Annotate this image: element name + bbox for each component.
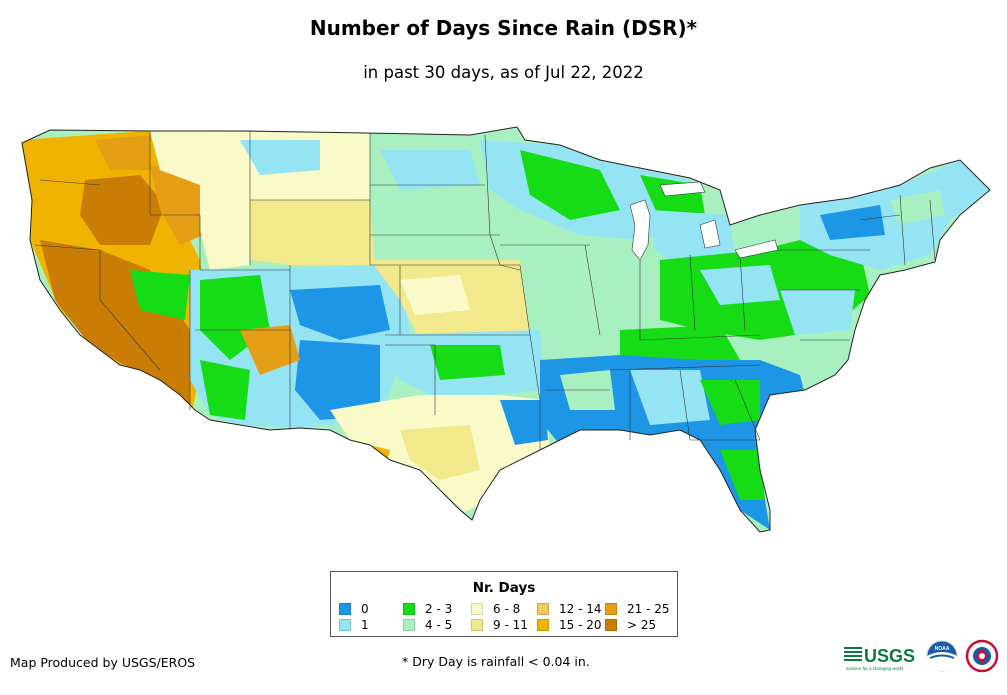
state-boundaries <box>34 131 936 450</box>
legend-item: 9 - 11 <box>471 618 528 632</box>
legend-item: 1 <box>339 618 369 632</box>
legend-swatch <box>605 603 617 615</box>
legend-swatch <box>339 619 351 631</box>
legend-swatch <box>471 619 483 631</box>
legend-swatch <box>537 619 549 631</box>
legend-swatch <box>537 603 549 615</box>
great-lake <box>699 219 721 249</box>
great-lake <box>629 199 651 261</box>
legend-swatch <box>471 603 483 615</box>
legend-item: 21 - 25 <box>605 602 670 616</box>
usgs-wordmark: USGS <box>864 646 915 666</box>
great-lake <box>659 181 706 197</box>
map-title: Number of Days Since Rain (DSR)* <box>309 16 698 40</box>
legend-label: 6 - 8 <box>493 602 521 616</box>
legend-item: > 25 <box>605 618 656 632</box>
legend-label: 9 - 11 <box>493 618 528 632</box>
credit-text: Map Produced by USGS/EROS <box>10 655 196 670</box>
agency-logos: USGS science for a changing world NOAA <box>842 638 1002 678</box>
noaa-logo: NOAA <box>926 640 958 672</box>
legend-item: 4 - 5 <box>403 618 452 632</box>
legend-item: 2 - 3 <box>403 602 452 616</box>
legend-label: 4 - 5 <box>425 618 453 632</box>
legend-item: 12 - 14 <box>537 602 602 616</box>
usgs-logo: USGS science for a changing world <box>844 646 915 671</box>
legend-label: 21 - 25 <box>627 602 670 616</box>
legend-item: 15 - 20 <box>537 618 602 632</box>
legend-item: 0 <box>339 602 369 616</box>
usgs-tagline: science for a changing world <box>846 666 904 671</box>
great-lake <box>734 239 779 259</box>
logo-svg: USGS science for a changing world NOAA <box>844 639 999 673</box>
footnote-text: * Dry Day is rainfall < 0.04 in. <box>402 654 590 669</box>
legend-label: > 25 <box>627 618 657 632</box>
legend-swatch <box>403 603 415 615</box>
legend-label: 0 <box>361 602 369 616</box>
legend-swatch <box>339 603 351 615</box>
legend-label: 12 - 14 <box>559 602 602 616</box>
legend-label: 15 - 20 <box>559 618 602 632</box>
dsr-fill <box>22 127 990 532</box>
noaa-wordmark: NOAA <box>935 646 950 652</box>
nws-logo <box>965 639 999 673</box>
legend-label: 2 - 3 <box>425 602 453 616</box>
legend-label: 1 <box>361 618 369 632</box>
map-subtitle: in past 30 days, as of Jul 22, 2022 <box>363 63 644 82</box>
legend: Nr. Days 0 1 2 - 3 4 - 5 6 - 8 9 - 11 12… <box>330 571 678 637</box>
legend-item: 6 - 8 <box>471 602 520 616</box>
legend-swatch <box>605 619 617 631</box>
legend-title: Nr. Days <box>472 580 536 596</box>
legend-swatch <box>403 619 415 631</box>
